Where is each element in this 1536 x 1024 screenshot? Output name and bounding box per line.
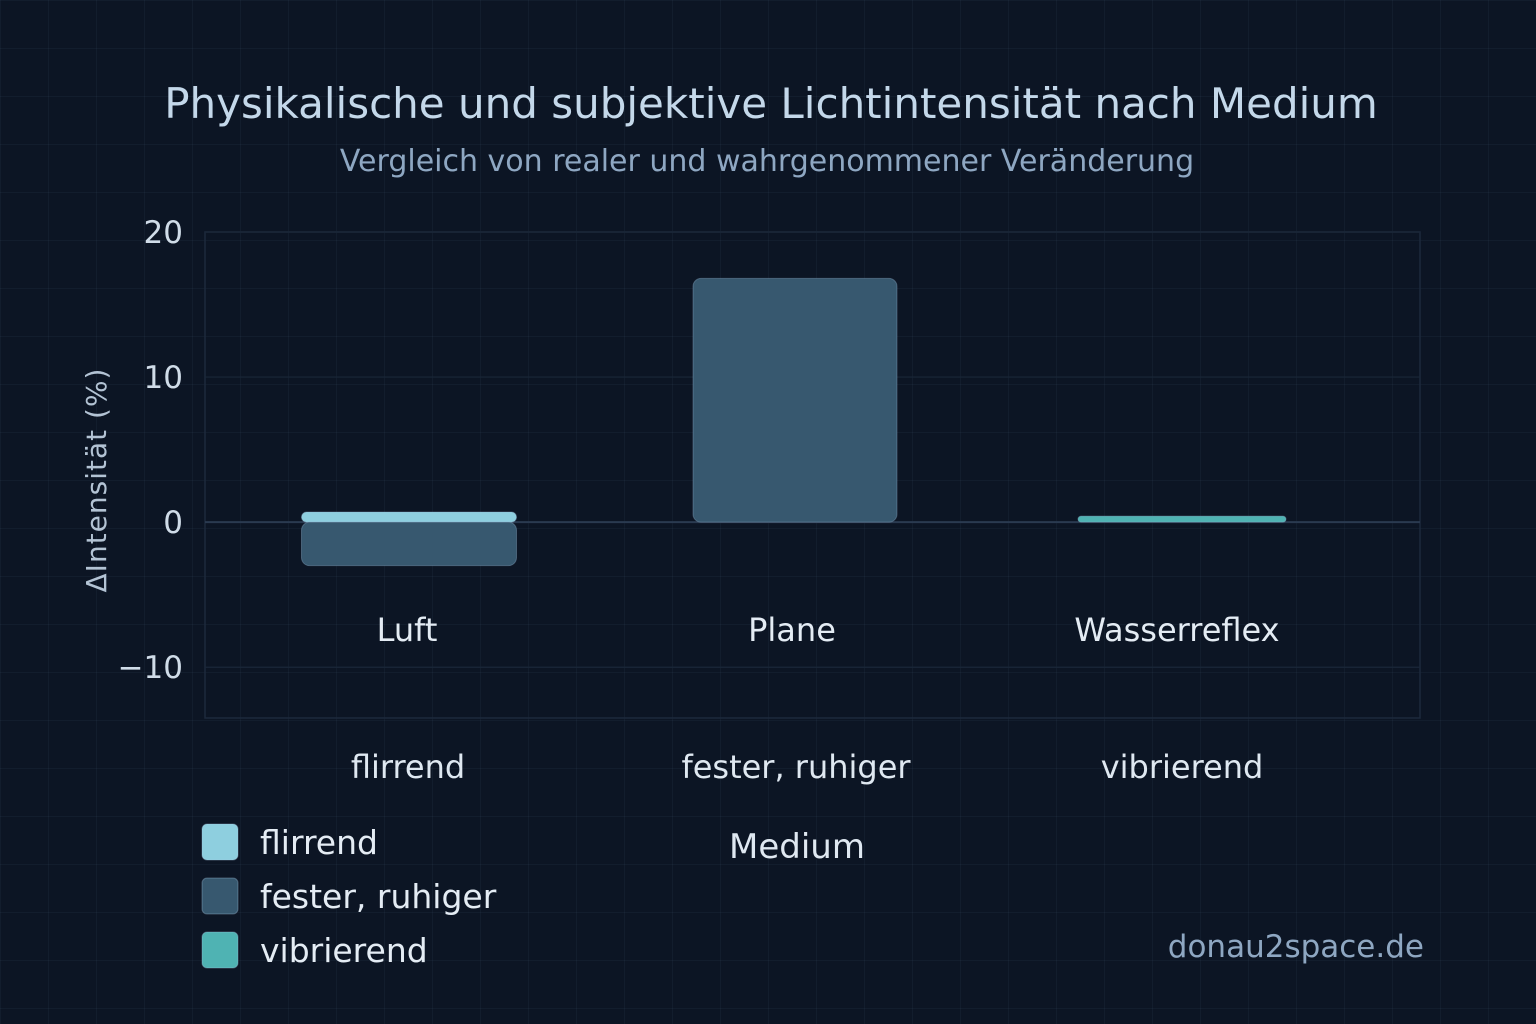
bar-luft-fester-ruhiger <box>301 521 517 567</box>
chart-subtitle: Vergleich von realer und wahrgenommener … <box>340 144 1194 179</box>
bars-group <box>301 277 1287 567</box>
group-label: vibrierend <box>1101 748 1264 786</box>
category-label: Luft <box>377 611 438 649</box>
x-axis-label: Medium <box>729 827 865 867</box>
y-tick-label: 10 <box>144 360 183 396</box>
group-label: fester, ruhiger <box>681 748 911 786</box>
y-tick-label: −10 <box>118 650 183 686</box>
legend-label: fester, ruhiger <box>260 877 497 916</box>
legend-label: vibrierend <box>260 931 428 970</box>
bar-luft-flirrend <box>301 511 517 523</box>
legend-swatch <box>201 931 239 969</box>
chart-title: Physikalische und subjektive Lichtintens… <box>164 79 1378 128</box>
category-labels: Luft Plane Wasserreflex <box>377 611 1280 649</box>
y-axis-label: ΔIntensität (%) <box>80 368 113 593</box>
group-labels: flirrend fester, ruhiger vibrierend <box>351 748 1263 786</box>
category-label: Wasserreflex <box>1074 611 1279 649</box>
watermark: donau2space.de <box>1168 929 1424 965</box>
y-axis-ticks: 20 10 0 −10 <box>118 215 183 686</box>
legend-swatch <box>201 823 239 861</box>
bar-plane-fester-ruhiger <box>692 277 898 523</box>
legend: flirrend fester, ruhiger vibrierend <box>201 823 497 970</box>
bar-wasserreflex-vibrierend <box>1077 515 1287 523</box>
y-tick-label: 20 <box>144 215 183 251</box>
group-label: flirrend <box>351 748 465 786</box>
category-label: Plane <box>748 611 836 649</box>
legend-swatch <box>201 877 239 915</box>
legend-label: flirrend <box>260 823 378 862</box>
y-tick-label: 0 <box>163 505 183 541</box>
